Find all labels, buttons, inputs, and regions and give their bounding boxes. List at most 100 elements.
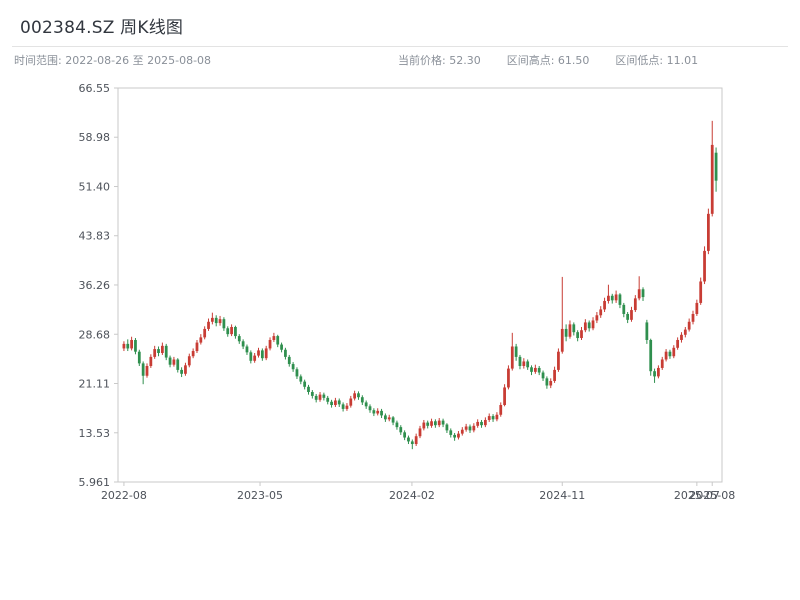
candle-up [230, 326, 233, 335]
candle-down [280, 344, 283, 350]
page-title: 002384.SZ 周K线图 [20, 18, 184, 38]
candle-up [334, 400, 337, 406]
candle-down [587, 322, 591, 329]
candle-up [522, 361, 526, 366]
candle-up [268, 339, 272, 349]
candle-up [191, 351, 195, 357]
candle-down [245, 346, 249, 353]
candle-up [614, 294, 618, 301]
candle-down [572, 324, 576, 333]
kline-chart: 66.55 58.98 51.40 43.83 36.26 28.68 21.11 13.53… [79, 82, 736, 502]
candle-up [560, 328, 564, 352]
candle-down [310, 392, 314, 396]
candle-down [380, 410, 383, 416]
candle-down [141, 363, 145, 376]
candle-down [287, 356, 291, 365]
candle-down [576, 332, 580, 339]
candle-down [610, 295, 614, 301]
candle-down [330, 401, 333, 406]
candle-up [660, 359, 664, 368]
candle-down [307, 386, 310, 393]
x-tick-label: 2022-08 [101, 489, 147, 502]
candle-down [468, 426, 472, 431]
candle-down [541, 372, 545, 379]
candle-up [664, 351, 668, 360]
candle-up [510, 346, 514, 369]
candle-up [207, 321, 210, 329]
candle-up [591, 320, 595, 329]
candle-up [430, 421, 433, 426]
candle-down [441, 420, 445, 425]
candle-up [210, 317, 214, 322]
candle-up [437, 420, 441, 426]
candle-up [483, 419, 487, 426]
candle-up [195, 342, 199, 352]
candle-up [184, 365, 187, 374]
candle-up [476, 421, 480, 426]
candle-up [122, 343, 126, 349]
candle-down [249, 352, 253, 361]
candle-down [284, 349, 287, 357]
plot-frame [117, 87, 723, 483]
candle-down [314, 395, 318, 400]
candle-down [157, 349, 160, 353]
candle-up [580, 330, 583, 339]
y-tick-label: 66.55 [79, 82, 111, 95]
candle-down [545, 378, 549, 386]
candle-up [499, 405, 503, 415]
candle-up [637, 289, 641, 299]
candle-up [457, 433, 460, 438]
candle-down [449, 430, 453, 435]
candle-down [341, 404, 345, 409]
candle-down [384, 415, 387, 420]
candle-up [253, 355, 257, 361]
candle-down [364, 402, 368, 407]
candle-up [172, 359, 176, 365]
candle-up [557, 351, 560, 370]
candle-down [391, 417, 395, 423]
candle-up [422, 422, 426, 429]
candle-down [234, 326, 237, 337]
y-tick-label: 28.68 [79, 328, 111, 341]
candle-up [703, 250, 706, 282]
candle-down [514, 346, 518, 357]
candle-down [410, 441, 414, 445]
y-tick-label: 21.11 [79, 377, 111, 390]
candle-up [376, 410, 380, 414]
candle-down [399, 427, 403, 433]
candle-up [533, 367, 537, 372]
candle-up [699, 281, 703, 303]
candle-down [180, 369, 183, 374]
candle-down [641, 289, 645, 298]
candle-down [518, 356, 522, 366]
candle-down [303, 381, 307, 387]
candle-up [149, 356, 153, 366]
candle-up [487, 416, 491, 420]
candle-down [126, 343, 130, 349]
candle-up [218, 319, 222, 324]
meta-row: 时间范围: 2022-08-26 至 2025-08-08 当前价格: 52.3… [0, 52, 800, 68]
candle-up [633, 298, 637, 311]
range-low-text: 区间低点: 11.01 [615, 54, 699, 67]
candle-down [626, 313, 630, 320]
candle-down [530, 367, 533, 372]
candle-up [414, 436, 418, 445]
candle-up [691, 313, 695, 322]
candle-down [164, 345, 168, 358]
x-tick-label: 2025-08 [689, 489, 735, 502]
candle-up [264, 348, 268, 359]
candle-up [130, 339, 133, 349]
candle-down [260, 350, 264, 359]
candle-up [583, 322, 587, 331]
candle-down [322, 394, 326, 398]
candle-up [695, 302, 699, 314]
candle-up [495, 414, 499, 420]
candle-down [137, 351, 141, 364]
candle-down [237, 336, 241, 342]
candle-down [649, 339, 653, 372]
stats-group: 当前价格: 52.30 区间高点: 61.50 区间低点: 11.01 [398, 52, 698, 68]
candle-down [291, 364, 295, 370]
candle-up [507, 368, 510, 388]
y-tick-label: 13.53 [79, 427, 111, 440]
candle-up [318, 394, 322, 400]
